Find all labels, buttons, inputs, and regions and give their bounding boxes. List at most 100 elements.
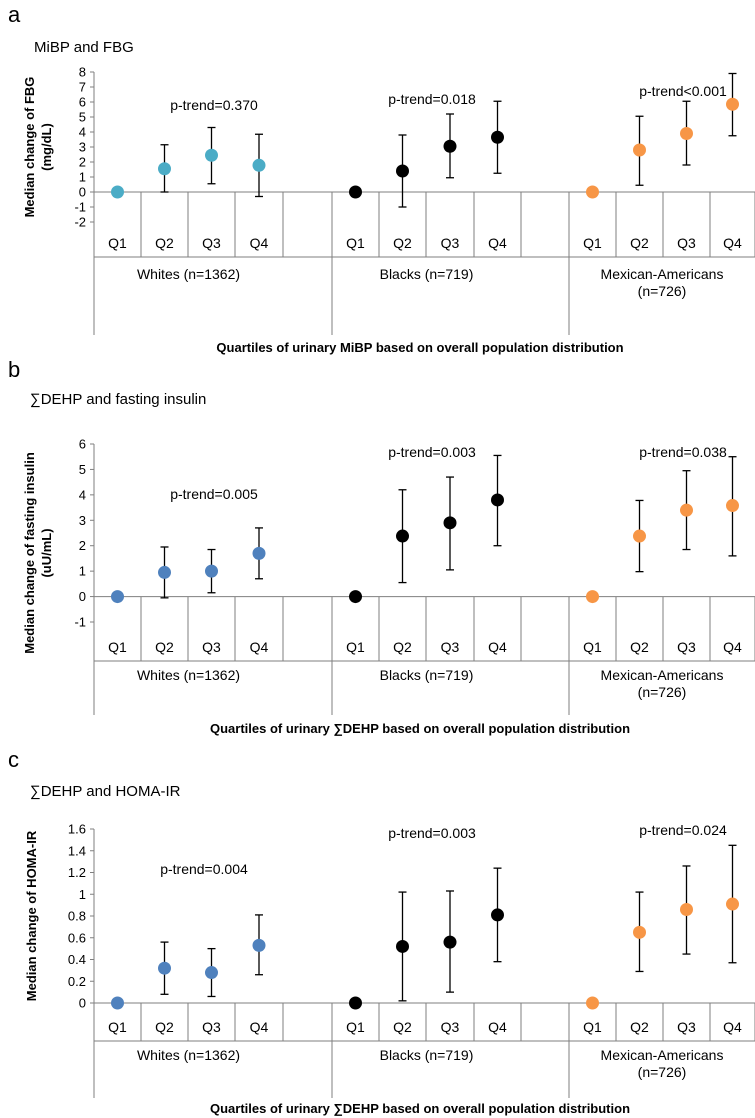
panel-c-y-tick-label: 0.2 — [68, 974, 86, 989]
panel-c-category-label: Q1 — [346, 1019, 365, 1035]
panel-c-group-label: Whites (n=1362) — [137, 1047, 240, 1063]
panel-b-category-label: Q1 — [346, 639, 365, 655]
panel-b-data-point — [726, 499, 739, 513]
panel-a-y-tick-label: 2 — [79, 155, 86, 170]
panel-c-letter: c — [8, 747, 19, 772]
panel-b-y-tick-label: 1 — [79, 564, 86, 579]
panel-c-y-tick-label: 0 — [79, 996, 86, 1011]
panel-b-data-point — [158, 565, 171, 579]
panel-c-data-point — [158, 961, 171, 975]
panel-b-x-label: Quartiles of urinary ∑DEHP based on over… — [210, 721, 630, 736]
panel-a-data-point — [491, 130, 504, 144]
panel-a-data-point — [252, 158, 266, 172]
panel-a-group-label: Blacks (n=719) — [380, 266, 474, 282]
panel-c-y-tick-label: 1.4 — [68, 843, 86, 858]
panel-b-y-tick-label: 2 — [79, 538, 86, 553]
panel-a-category-label: Q3 — [441, 235, 460, 251]
panel-a-category-label: Q2 — [630, 235, 649, 251]
panel-a-category-label: Q3 — [202, 235, 221, 251]
panel-a-category-label: Q3 — [677, 235, 696, 251]
panel-b-y-tick-label: 3 — [79, 513, 86, 528]
panel-b-category-label: Q3 — [202, 639, 221, 655]
panel-a-data-point — [205, 148, 218, 162]
panel-b-category-label: Q1 — [583, 639, 602, 655]
panel-c-data-point — [680, 902, 693, 916]
panel-a-p-trend: p-trend=0.370 — [170, 97, 258, 113]
panel-c-category-label: Q1 — [108, 1019, 127, 1035]
panel-a-category-label: Q1 — [583, 235, 602, 251]
panel-a-y-tick-label: -2 — [74, 215, 86, 230]
panel-a-y-tick-label: 5 — [79, 110, 86, 125]
panel-c-p-trend: p-trend=0.004 — [160, 861, 248, 877]
panel-b-category-label: Q3 — [441, 639, 460, 655]
panel-b-group-label: Whites (n=1362) — [137, 667, 240, 683]
panel-c-y-tick-label: 0.4 — [68, 952, 86, 967]
panel-c-y-tick-label: 0.8 — [68, 909, 86, 924]
panel-c-data-point — [443, 935, 457, 949]
panel-b-y-tick-label: 5 — [79, 462, 86, 477]
panel-b-data-point — [491, 493, 504, 507]
panel-c-p-trend: p-trend=0.024 — [639, 822, 727, 838]
panel-c-data-point — [205, 966, 218, 980]
panel-a-group-label: Whites (n=1362) — [137, 266, 240, 282]
panel-a-data-point — [158, 162, 171, 176]
panel-a-category-label: Q4 — [723, 235, 742, 251]
panel-a-category-label: Q4 — [488, 235, 507, 251]
panel-b-group-label: Blacks (n=719) — [380, 667, 474, 683]
panel-b-group-label: Mexican-Americans — [601, 667, 724, 683]
panel-c-data-point — [252, 938, 266, 952]
panel-b-data-point — [443, 516, 457, 530]
panel-b-data-point — [586, 590, 599, 604]
panel-b-category-label: Q2 — [393, 639, 412, 655]
panel-b-category-label: Q4 — [250, 639, 269, 655]
panel-a-y-tick-label: 0 — [79, 185, 86, 200]
panel-b-letter: b — [8, 357, 20, 382]
panel-a-p-trend: p-trend=0.018 — [388, 91, 476, 107]
panel-b-data-point — [349, 590, 362, 604]
panel-a-category-label: Q1 — [346, 235, 365, 251]
panel-a-data-point — [680, 127, 693, 140]
panel-c-category-label: Q1 — [583, 1019, 602, 1035]
panel-a-title: MiBP and FBG — [34, 39, 134, 56]
panel-c-title: ∑DEHP and HOMA-IR — [30, 783, 181, 800]
panel-a-y-label-line1: Median change of FBG — [22, 77, 37, 218]
panel-c-group-label-line2: (n=726) — [638, 1064, 687, 1080]
panel-a-category-label: Q4 — [250, 235, 269, 251]
panel-b-category-label: Q4 — [488, 639, 507, 655]
panel-a-y-tick-label: -1 — [74, 200, 86, 215]
panel-a-x-label: Quartiles of urinary MiBP based on overa… — [216, 340, 623, 355]
panel-c-data-point — [633, 925, 646, 939]
panel-c-category-label: Q4 — [488, 1019, 507, 1035]
panel-b-category-label: Q2 — [155, 639, 174, 655]
panel-c-data-point — [491, 908, 504, 922]
panel-a-y-tick-label: 7 — [79, 80, 86, 95]
panel-b-y-tick-label: 6 — [79, 437, 86, 452]
panel-c-y-tick-label: 1 — [79, 887, 86, 902]
panel-b-y-label-line2: (uU/mL) — [39, 528, 54, 577]
panel-b-data-point — [633, 529, 646, 543]
panel-a-category-label: Q2 — [393, 235, 412, 251]
panel-b-data-point — [252, 546, 266, 560]
panel-a-y-tick-label: 8 — [79, 65, 86, 80]
panel-b-p-trend: p-trend=0.005 — [170, 486, 258, 502]
panel-c-category-label: Q2 — [393, 1019, 412, 1035]
panel-a-data-point — [443, 139, 457, 153]
panel-b-data-point — [205, 564, 218, 578]
panel-c-data-point — [726, 897, 739, 911]
panel-b-p-trend: p-trend=0.003 — [388, 444, 476, 460]
panel-a-data-point — [396, 164, 409, 178]
panel-b-data-point — [680, 503, 693, 517]
panel-b-group-label-line2: (n=726) — [638, 684, 687, 700]
panel-c-data-point — [111, 996, 124, 1010]
panel-b-category-label: Q4 — [723, 639, 742, 655]
panel-a-letter: a — [8, 2, 21, 27]
panel-a-data-point — [726, 97, 739, 111]
panel-a-y-tick-label: 1 — [79, 170, 86, 185]
panel-c-data-point — [586, 996, 599, 1010]
panel-b-data-point — [396, 529, 409, 543]
panel-c-category-label: Q2 — [155, 1019, 174, 1035]
panel-a-y-label-line2: (mg/dL) — [39, 123, 54, 171]
panel-b-y-tick-label: -1 — [74, 615, 86, 630]
panel-c-group-label: Blacks (n=719) — [380, 1047, 474, 1063]
